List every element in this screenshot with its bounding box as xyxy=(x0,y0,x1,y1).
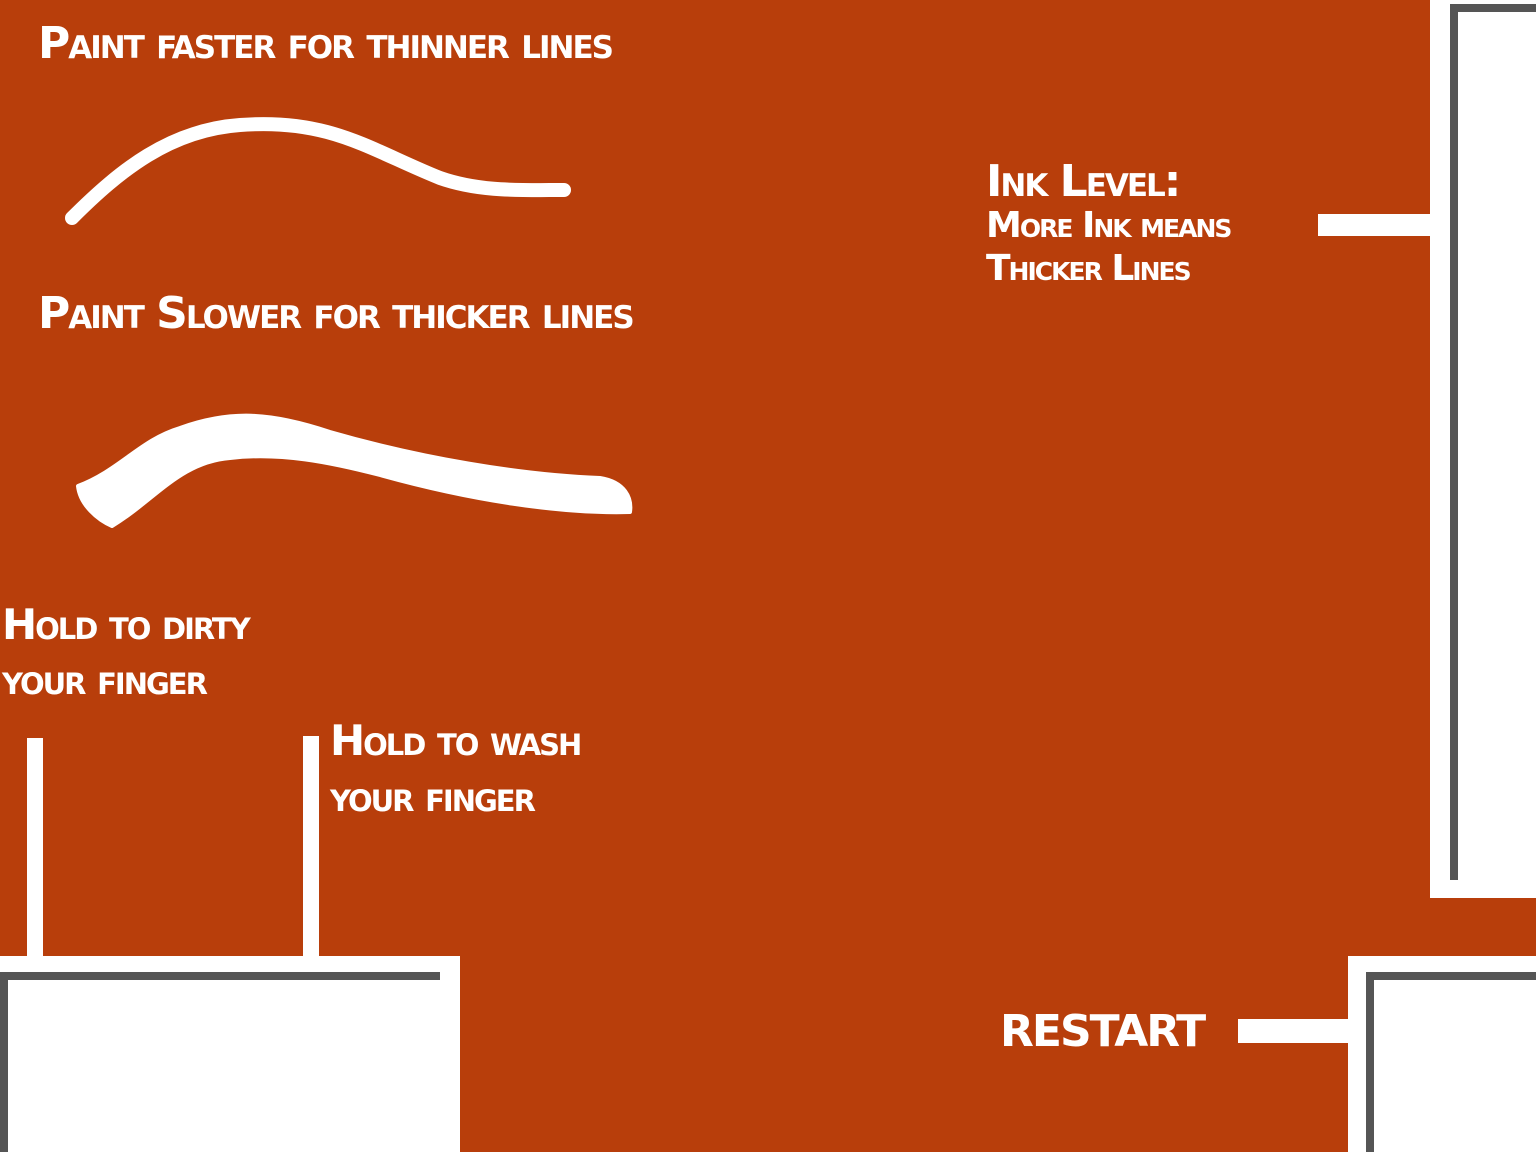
ink-level-line2: Thicker Lines xyxy=(986,248,1192,289)
thin-stroke-sample xyxy=(65,117,571,225)
restart-button[interactable] xyxy=(1366,972,1536,1152)
dirty-wash-button[interactable] xyxy=(0,972,440,1152)
dirty-finger-line1: Hold to dirty xyxy=(2,600,251,649)
paint-slower-label: Paint Slower for thicker lines xyxy=(38,288,635,339)
dirty-connector xyxy=(27,738,43,962)
restart-connector xyxy=(1238,1019,1352,1043)
restart-label: RESTART xyxy=(1000,1006,1206,1057)
wash-connector xyxy=(303,736,319,962)
ink-level-connector xyxy=(1318,214,1434,236)
wash-finger-line1: Hold to wash xyxy=(330,716,582,765)
ink-level-meter xyxy=(1450,4,1536,880)
dirty-finger-line2: your finger xyxy=(2,655,208,704)
ink-level-title: Ink Level: xyxy=(986,156,1181,207)
ink-level-line1: More Ink means xyxy=(986,205,1232,246)
paint-faster-label: Paint faster for thinner lines xyxy=(38,18,614,69)
thick-stroke-sample xyxy=(76,413,633,528)
wash-finger-line2: your finger xyxy=(330,772,536,821)
